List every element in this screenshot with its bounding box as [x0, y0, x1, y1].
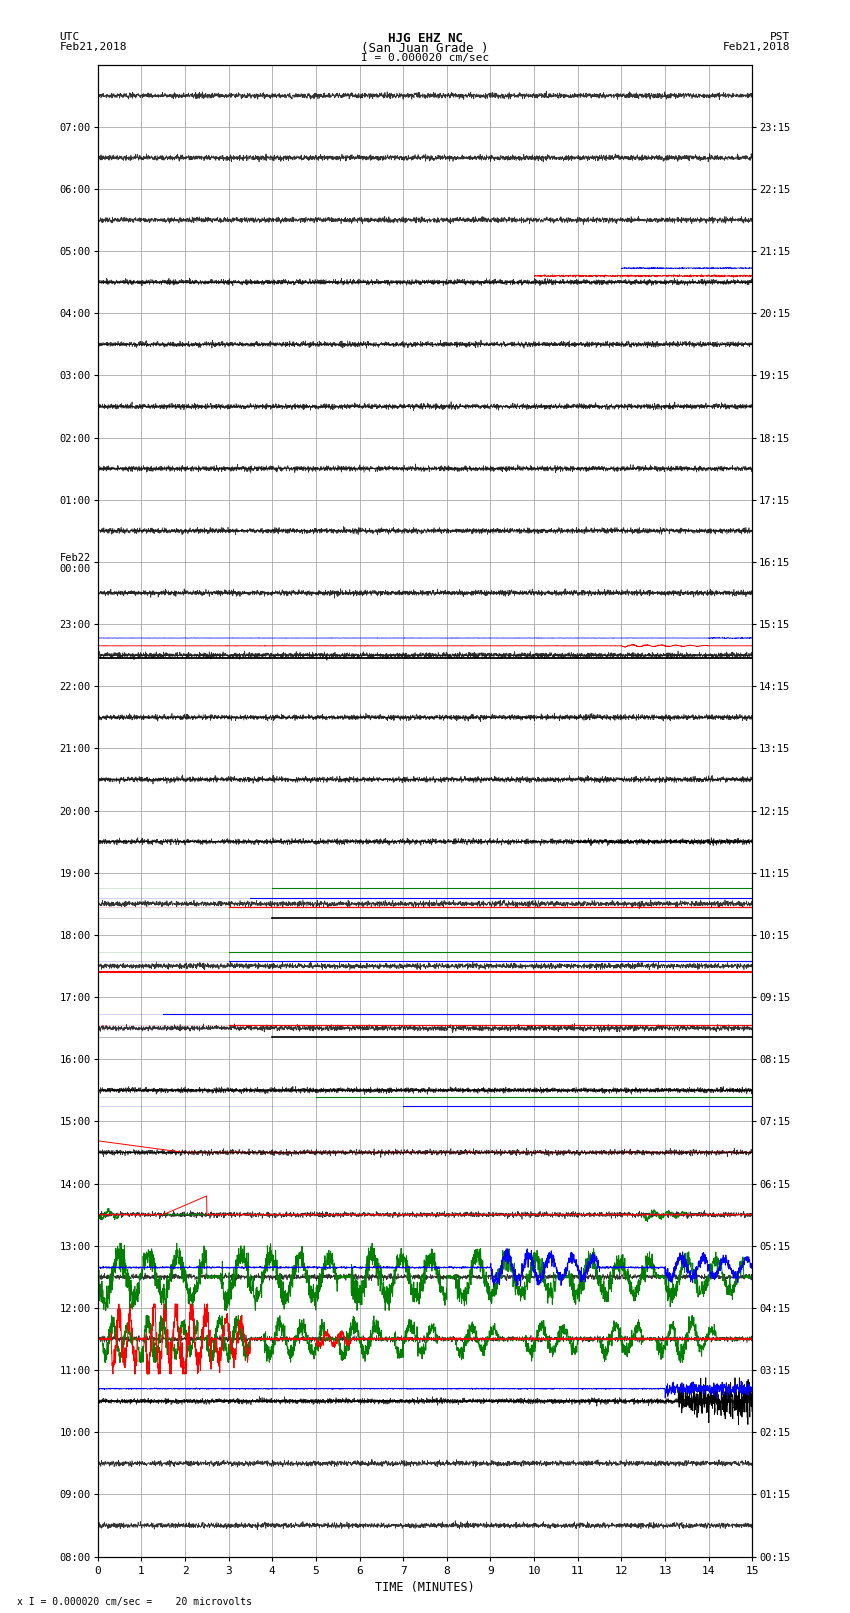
Text: Feb21,2018: Feb21,2018	[723, 42, 791, 52]
Text: UTC: UTC	[60, 32, 80, 42]
Text: (San Juan Grade ): (San Juan Grade )	[361, 42, 489, 55]
Text: HJG EHZ NC: HJG EHZ NC	[388, 32, 462, 45]
Text: Feb21,2018: Feb21,2018	[60, 42, 127, 52]
Text: x I = 0.000020 cm/sec =    20 microvolts: x I = 0.000020 cm/sec = 20 microvolts	[17, 1597, 252, 1607]
Text: I = 0.000020 cm/sec: I = 0.000020 cm/sec	[361, 53, 489, 63]
X-axis label: TIME (MINUTES): TIME (MINUTES)	[375, 1581, 475, 1594]
Text: PST: PST	[770, 32, 790, 42]
